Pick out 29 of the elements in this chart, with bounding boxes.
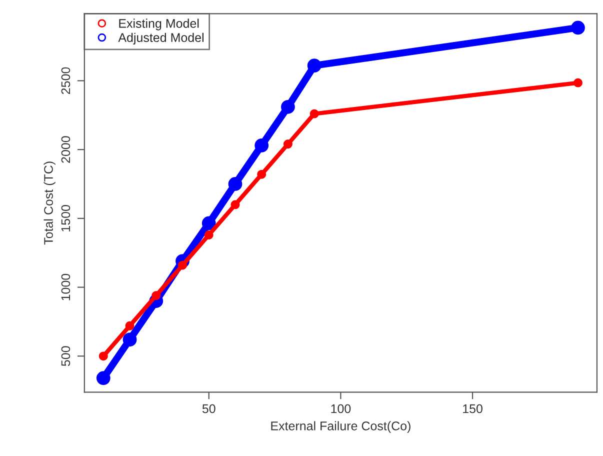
point [254,138,269,152]
point [257,170,266,179]
point [310,109,319,118]
x-tick-label: 100 [331,404,351,414]
x-tick-label: 50 [202,404,216,414]
legend-label: Existing Model [119,18,199,30]
y-tick-label: 1500 [61,204,70,232]
x-axis-title: External Failure Cost(Co) [271,421,410,433]
point [122,332,137,347]
point [573,78,582,88]
y-tick-label: 500 [61,346,70,366]
point [204,230,214,240]
point [283,140,292,149]
point [571,20,585,35]
y-tick-label: 1000 [61,274,70,300]
x-tick-label: 150 [463,404,482,414]
legend-label: Adjusted Model [118,32,204,44]
point [307,58,322,73]
point [281,100,295,114]
point [96,371,110,386]
point [98,352,108,361]
point [228,177,242,191]
y-tick-label: 2000 [61,136,70,163]
point [202,216,216,230]
point [152,290,161,300]
point [230,200,240,210]
y-tick-label: 2500 [61,67,70,94]
y-axis-title: Total Cost (TC) [44,162,56,245]
point [125,321,134,330]
